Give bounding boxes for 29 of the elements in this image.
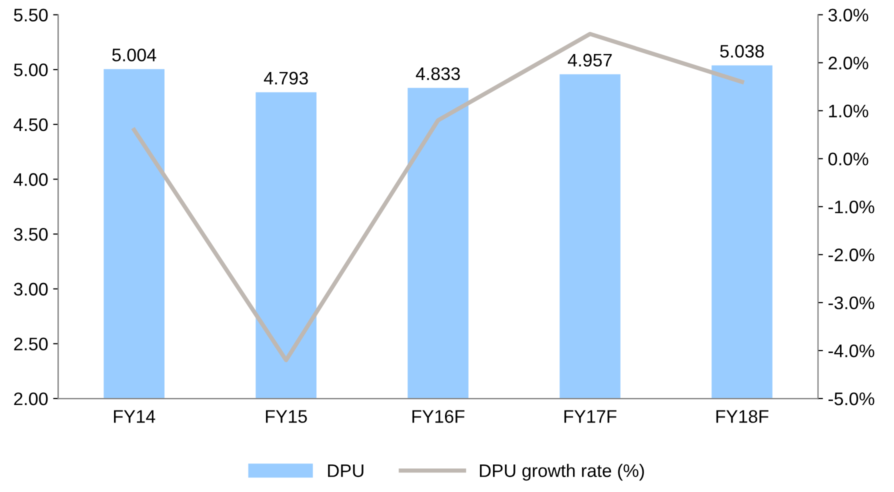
y2-tick-label: -5.0% xyxy=(828,392,874,406)
x-tick-label: FY17F xyxy=(564,410,616,423)
x-tick-label: FY15 xyxy=(266,410,307,423)
y2-tick-label: -2.0% xyxy=(828,248,874,262)
y-tick-label: 2.50 xyxy=(14,338,48,350)
legend-label: DPU xyxy=(328,464,364,478)
data-label: 4.793 xyxy=(264,72,308,85)
data-label: 5.004 xyxy=(112,48,156,62)
y2-tick-label: -1.0% xyxy=(828,200,874,214)
y2-tick-label: 1.0% xyxy=(829,104,868,118)
x-tick-label: FY18F xyxy=(716,410,768,423)
data-label: 4.833 xyxy=(416,67,460,80)
data-label: 4.957 xyxy=(568,54,612,67)
y2-tick-label: -3.0% xyxy=(828,296,874,310)
x-tick-label: FY16F xyxy=(412,410,464,423)
y-tick-label: 2.00 xyxy=(14,392,48,406)
y2-tick-label: 3.0% xyxy=(828,8,868,22)
y-tick-label: 5.00 xyxy=(14,64,48,76)
data-label: 5.038 xyxy=(720,44,764,58)
y2-tick-label: 2.0% xyxy=(828,56,868,70)
y-tick-label: 4.50 xyxy=(14,118,48,132)
y-tick-label: 5.50 xyxy=(14,8,48,22)
y-tick-label: 3.00 xyxy=(14,282,48,296)
x-tick-label: FY14 xyxy=(114,410,156,423)
legend-label: DPU growth rate (%) xyxy=(480,464,644,481)
y-tick-label: 4.00 xyxy=(14,173,48,186)
y-tick-label: 3.50 xyxy=(14,228,48,241)
y2-tick-label: -4.0% xyxy=(828,344,874,358)
y2-tick-label: 0.0% xyxy=(828,152,868,166)
